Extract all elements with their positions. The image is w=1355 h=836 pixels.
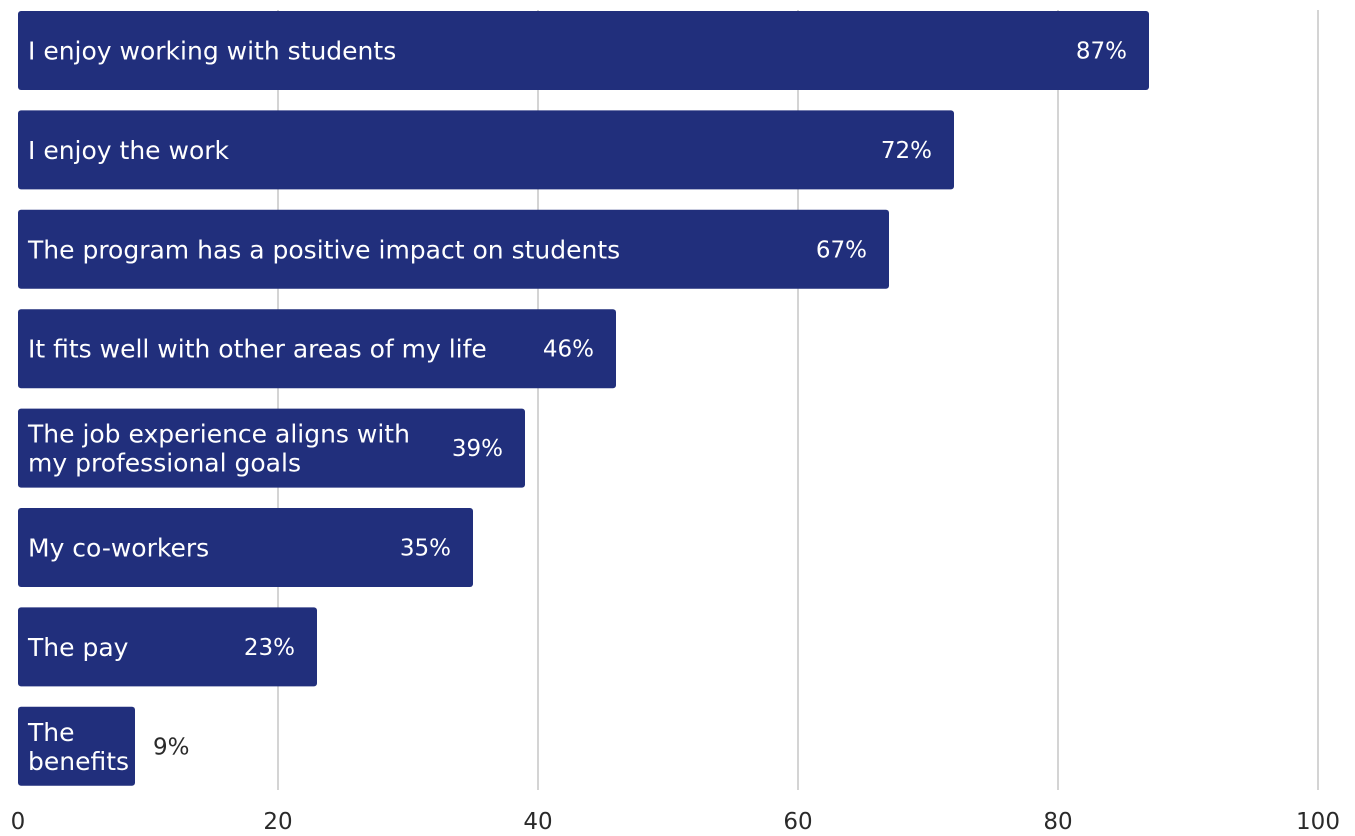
x-tick-label: 20 — [263, 809, 292, 835]
x-tick-label: 80 — [1043, 809, 1072, 835]
x-tick-label: 60 — [783, 809, 812, 835]
bar-category-label: My co-workers — [28, 534, 209, 563]
x-tick-label: 40 — [523, 809, 552, 835]
bar — [18, 209, 889, 289]
bar — [18, 706, 135, 786]
bar — [18, 508, 473, 587]
bar — [18, 110, 954, 190]
x-tick-label: 0 — [11, 809, 26, 835]
bar — [18, 309, 616, 389]
bar-value-label: 87% — [1076, 39, 1127, 65]
bars: I enjoy working with students 87% I enjoy … — [18, 11, 1149, 786]
bar-category-label: I enjoy the work — [28, 136, 230, 165]
x-tick-label: 100 — [1296, 809, 1340, 835]
x-axis-ticks: 0 20 40 60 80 100 — [11, 809, 1340, 835]
bar-category-label: The program has a positive impact on stu… — [27, 235, 620, 264]
bar-category-label: The job experience aligns with my profess… — [27, 420, 410, 478]
bar-value-label: 35% — [400, 536, 451, 562]
bar-value-label: 72% — [881, 138, 932, 164]
bar-category-label: The pay — [27, 633, 129, 662]
bar-category-label: The benefits — [27, 718, 129, 776]
bar-value-label: 46% — [543, 337, 594, 363]
bar-value-label: 67% — [816, 237, 867, 263]
bar — [18, 408, 525, 488]
bar-category-label: I enjoy working with students — [28, 37, 396, 66]
bar-value-label: 23% — [244, 635, 295, 661]
bar-category-label: It fits well with other areas of my life — [28, 335, 487, 364]
bar — [18, 11, 1149, 90]
bar-value-label: 39% — [452, 436, 503, 462]
bar — [18, 607, 317, 687]
bar-value-label: 9% — [153, 734, 190, 760]
